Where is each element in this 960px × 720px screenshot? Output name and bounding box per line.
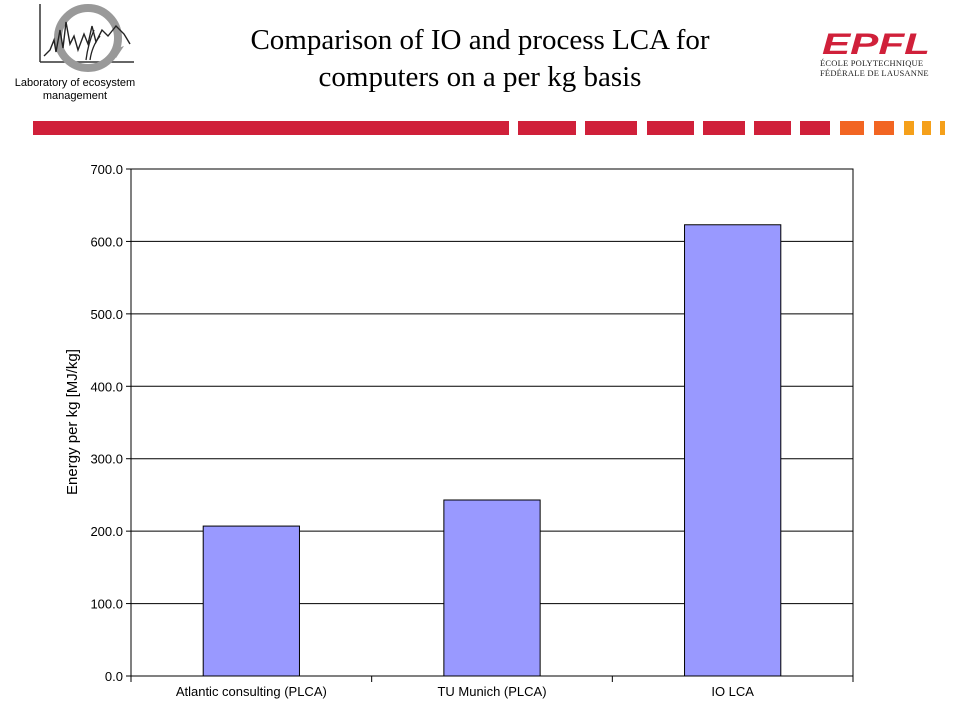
- title-line-1: Comparison of IO and process LCA for: [250, 24, 710, 56]
- title-line-2: computers on a per kg basis: [318, 61, 642, 93]
- lab-logo: Laboratory of ecosystem management: [0, 0, 150, 110]
- epfl-wordmark-icon: EPFL: [822, 28, 930, 58]
- ecosystem-logo-icon: [39, 4, 134, 72]
- y-tick-label: 100.0: [90, 597, 123, 612]
- epfl-wordmark: EPFL: [822, 28, 930, 58]
- y-tick-label: 200.0: [90, 524, 123, 539]
- stripe-segment: [703, 121, 745, 135]
- page-title: Comparison of IO and process LCA for com…: [200, 22, 760, 96]
- epfl-logo: EPFL ÉCOLE POLYTECHNIQUE FÉDÉRALE DE LAU…: [820, 28, 935, 88]
- y-tick-label: 500.0: [90, 307, 123, 322]
- stripe-segment: [840, 121, 864, 135]
- y-tick-label: 0.0: [105, 669, 123, 684]
- stripe-segment: [922, 121, 931, 135]
- y-tick-label: 600.0: [90, 234, 123, 249]
- y-tick-label: 700.0: [90, 162, 123, 177]
- y-tick-label: 400.0: [90, 379, 123, 394]
- x-tick-label: Atlantic consulting (PLCA): [176, 684, 327, 699]
- axes: [126, 168, 854, 682]
- lab-name: Laboratory of ecosystem management: [14, 77, 136, 102]
- bar: [684, 224, 782, 677]
- stripe-segment: [754, 121, 791, 135]
- epfl-line-2: FÉDÉRALE DE LAUSANNE: [820, 68, 929, 78]
- x-tick-label: TU Munich (PLCA): [437, 684, 546, 699]
- stripe-segment: [940, 121, 945, 135]
- stripe-segment: [518, 121, 576, 135]
- stripe-segment: [904, 121, 914, 135]
- bar-chart: 0.0 100.0 200.0 300.0 400.0 500.0 600.0 700.0 A…: [64, 162, 854, 699]
- stripe-segment: [874, 121, 894, 135]
- stripe-segment: [647, 121, 694, 135]
- stripe-segment: [800, 121, 830, 135]
- bar: [443, 499, 541, 677]
- stripe-segment: [33, 121, 509, 135]
- x-tick-label: IO LCA: [711, 684, 754, 699]
- x-tick-labels: Atlantic consulting (PLCA) TU Munich (PLC…: [176, 684, 754, 699]
- y-tick-label: 300.0: [90, 452, 123, 467]
- plot-area-border: [130, 168, 854, 677]
- stripe-segment: [585, 121, 637, 135]
- y-tick-labels: 0.0 100.0 200.0 300.0 400.0 500.0 600.0 700.0: [90, 162, 123, 684]
- y-axis-title: Energy per kg [MJ/kg]: [64, 349, 81, 495]
- epfl-line-1: ÉCOLE POLYTECHNIQUE: [820, 58, 924, 68]
- bar: [202, 525, 300, 677]
- bars: [202, 224, 782, 677]
